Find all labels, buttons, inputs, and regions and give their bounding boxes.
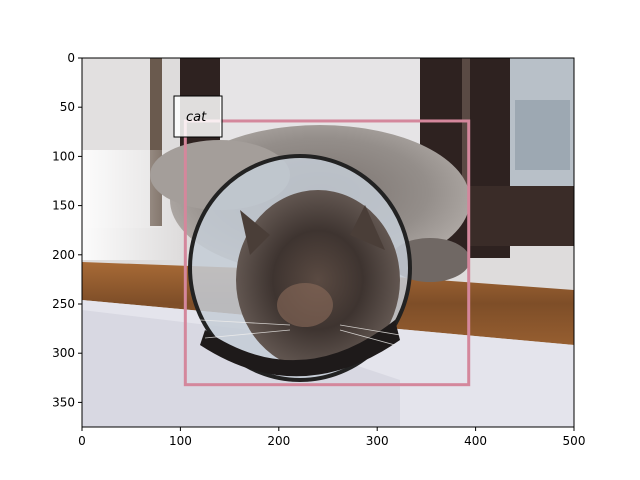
y-tick-label: 300 — [52, 346, 75, 360]
detection-label-text: cat — [186, 110, 207, 125]
x-tick-label: 100 — [169, 434, 192, 448]
y-tick-label: 100 — [52, 149, 75, 163]
cat-photo — [82, 58, 574, 427]
x-tick-label: 400 — [464, 434, 487, 448]
y-tick-label: 50 — [60, 100, 75, 114]
y-tick-label: 0 — [67, 51, 75, 65]
x-tick-label: 300 — [366, 434, 389, 448]
detection-label: cat — [173, 95, 223, 138]
y-tick-label: 150 — [52, 199, 75, 213]
x-tick-label: 500 — [563, 434, 586, 448]
x-tick-label: 200 — [267, 434, 290, 448]
y-tick-label: 200 — [52, 248, 75, 262]
y-axis: 0 50 100 150 200 250 300 350 — [52, 51, 82, 409]
y-tick-label: 250 — [52, 297, 75, 311]
axes-frame — [81, 57, 575, 428]
detection-box — [183, 119, 471, 387]
x-tick-label: 0 — [78, 434, 86, 448]
y-tick-label: 350 — [52, 395, 75, 409]
x-axis: 0 100 200 300 400 500 — [78, 427, 585, 448]
